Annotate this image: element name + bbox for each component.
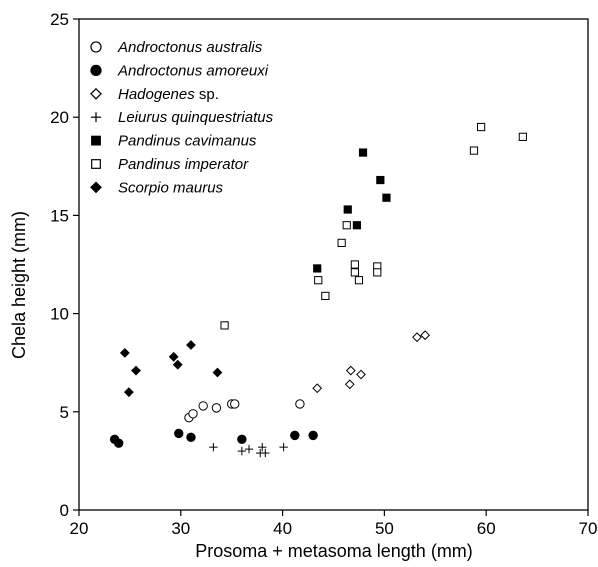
- point-square-filled-4-0: [313, 264, 322, 273]
- point-diamond-filled-6-1: [123, 387, 134, 398]
- legend-label-italic: Scorpio maurus: [118, 179, 224, 196]
- point-square-open-5-9: [373, 268, 382, 277]
- point-circle-filled-1-2: [174, 428, 184, 439]
- legend-label: Pandinus imperator: [118, 156, 249, 173]
- point-square-filled-4-4: [376, 175, 385, 185]
- y-tick-label: 10: [50, 305, 69, 324]
- y-axis-title: Chela height (mm): [9, 211, 29, 359]
- y-tick-label: 15: [50, 206, 69, 225]
- y-tick-label: 5: [60, 403, 69, 422]
- point-diamond-open-2-3: [344, 379, 355, 390]
- legend-label: Androctonus australis: [117, 39, 263, 56]
- point-circle-filled-1-5: [290, 430, 300, 441]
- legend-marker-square-filled: [91, 135, 101, 146]
- legend-label-italic: Hadogenes: [118, 86, 195, 103]
- point-square-open-5-1: [314, 276, 323, 285]
- point-square-filled-4-3: [358, 148, 368, 157]
- point-diamond-filled-6-0: [119, 347, 130, 358]
- point-diamond-filled-6-6: [212, 367, 223, 378]
- legend-marker-square-open: [91, 159, 101, 169]
- point-square-filled-4-5: [382, 193, 391, 202]
- point-circle-open-0-1: [188, 409, 198, 419]
- point-diamond-filled-6-4: [172, 359, 183, 370]
- point-circle-filled-1-6: [308, 430, 318, 441]
- legend-label: Androctonus amoreuxi: [117, 62, 269, 79]
- point-square-open-5-7: [354, 276, 364, 285]
- point-circle-open-0-5: [230, 399, 240, 409]
- point-diamond-open-2-5: [420, 330, 431, 341]
- legend-marker-plus: [90, 112, 102, 123]
- y-tick-label: 25: [50, 10, 69, 29]
- axis-ticks: 20 30 40 50 60 70 0 5 10 15 20 25: [50, 10, 597, 538]
- x-tick-label: 30: [171, 519, 190, 538]
- point-diamond-filled-6-5: [186, 340, 196, 350]
- legend: Androctonus australis Androctonus amoreux…: [90, 39, 274, 196]
- x-tick-label: 70: [579, 519, 598, 538]
- point-plus-3-0: [209, 442, 218, 452]
- legend-label: Hadogenes sp.: [118, 86, 219, 103]
- point-plus-3-4: [261, 448, 270, 458]
- legend-label-italic: Leiurus quinquestriatus: [118, 109, 274, 126]
- legend-label-italic: Pandinus cavimanus: [118, 133, 257, 150]
- legend-item: Androctonus australis: [90, 39, 263, 56]
- x-tick-label: 50: [375, 519, 394, 538]
- legend-item: Pandinus imperator: [91, 156, 249, 173]
- point-circle-filled-1-3: [186, 432, 196, 443]
- legend-item: Leiurus quinquestriatus: [90, 109, 274, 126]
- data-points: [109, 122, 527, 458]
- legend-label: Scorpio maurus: [118, 179, 224, 196]
- point-square-open-5-0: [220, 321, 229, 330]
- legend-marker-diamond-open: [90, 87, 102, 100]
- point-square-open-5-2: [321, 291, 330, 301]
- point-square-open-5-3: [337, 238, 346, 247]
- point-square-open-5-5: [350, 260, 359, 269]
- legend-label: Leiurus quinquestriatus: [118, 109, 274, 126]
- x-axis-title: Prosoma + metasoma length (mm): [195, 541, 473, 561]
- point-square-open-5-11: [477, 122, 486, 132]
- x-tick-label: 60: [477, 519, 496, 538]
- x-tick-label: 40: [273, 519, 292, 538]
- legend-label-suffix: sp.: [195, 86, 219, 103]
- point-square-open-5-10: [469, 146, 479, 155]
- point-diamond-open-2-2: [356, 369, 366, 380]
- point-square-filled-4-1: [343, 205, 352, 214]
- legend-label-italic: Androctonus australis: [117, 39, 263, 56]
- point-diamond-open-2-4: [412, 332, 422, 343]
- x-tick-label: 20: [70, 519, 89, 538]
- legend-label: Pandinus cavimanus: [118, 133, 257, 150]
- point-plus-3-5: [258, 442, 267, 452]
- point-circle-open-0-6: [295, 399, 305, 409]
- point-square-open-5-12: [518, 132, 527, 141]
- legend-marker-diamond-filled: [90, 181, 102, 194]
- legend-marker-circle-open: [90, 41, 102, 53]
- y-tick-label: 20: [50, 108, 69, 127]
- plot-border: [78, 18, 589, 511]
- plot-frame: [78, 18, 589, 511]
- point-diamond-open-2-0: [312, 383, 323, 394]
- point-circle-filled-1-1: [114, 438, 124, 448]
- y-tick-label: 0: [60, 501, 69, 520]
- point-circle-open-0-2: [198, 401, 208, 411]
- legend-item: Androctonus amoreuxi: [90, 62, 269, 79]
- point-square-filled-4-2: [352, 221, 362, 230]
- point-circle-filled-1-4: [237, 434, 247, 444]
- point-diamond-open-2-1: [345, 365, 356, 376]
- legend-item: Hadogenes sp.: [90, 86, 219, 103]
- point-diamond-filled-6-2: [131, 365, 141, 376]
- point-plus-3-1: [237, 446, 247, 456]
- point-plus-3-6: [279, 442, 288, 452]
- legend-label-italic: Pandinus imperator: [118, 156, 249, 173]
- point-square-open-5-6: [350, 268, 359, 277]
- legend-label-italic: Androctonus amoreuxi: [117, 62, 269, 79]
- legend-item: Scorpio maurus: [90, 179, 224, 196]
- legend-marker-circle-filled: [90, 64, 102, 77]
- point-circle-open-0-3: [211, 403, 222, 413]
- legend-item: Pandinus cavimanus: [91, 133, 257, 150]
- point-plus-3-2: [244, 444, 254, 454]
- point-diamond-filled-6-3: [168, 351, 179, 362]
- point-square-open-5-4: [342, 221, 351, 230]
